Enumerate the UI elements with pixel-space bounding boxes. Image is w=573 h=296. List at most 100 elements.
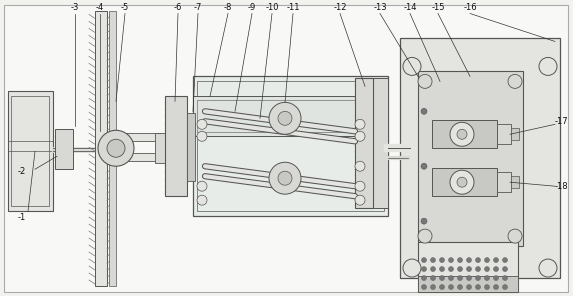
Circle shape [449,258,453,263]
Bar [418,71,523,246]
Bar [355,78,373,208]
Text: -5: -5 [121,2,129,12]
Text: -2: -2 [18,167,26,176]
Text: -16: -16 [463,2,477,12]
Bar [109,11,116,286]
Bar [418,242,518,292]
Text: -4: -4 [96,2,104,12]
Bar [400,38,560,278]
Circle shape [466,284,472,289]
Circle shape [355,119,365,129]
Bar [116,153,161,161]
Text: -18: -18 [555,182,568,191]
Circle shape [430,258,435,263]
Bar [193,96,388,136]
Text: -10: -10 [265,2,278,12]
Bar [95,11,107,286]
Bar [197,81,384,211]
Circle shape [503,258,508,263]
Circle shape [503,267,508,271]
Circle shape [466,276,472,281]
Circle shape [98,130,134,166]
Bar [432,168,497,196]
Circle shape [278,111,292,125]
Circle shape [422,284,426,289]
Circle shape [508,74,522,89]
Circle shape [197,131,207,141]
Circle shape [508,229,522,243]
Circle shape [422,276,426,281]
Circle shape [430,267,435,271]
Bar [511,176,519,188]
Circle shape [493,284,499,289]
Bar [193,76,388,216]
Circle shape [503,276,508,281]
Text: -13: -13 [373,2,387,12]
Bar [432,120,497,148]
Circle shape [197,181,207,191]
Text: -7: -7 [194,2,202,12]
Circle shape [457,267,462,271]
Circle shape [403,57,421,75]
Circle shape [466,258,472,263]
Circle shape [355,161,365,171]
Circle shape [269,102,301,134]
Bar [8,91,53,211]
Circle shape [485,258,489,263]
Bar [55,129,73,169]
Circle shape [355,131,365,141]
Bar [511,128,519,140]
Circle shape [422,267,426,271]
Circle shape [418,229,432,243]
Circle shape [503,284,508,289]
Circle shape [476,284,481,289]
Text: -15: -15 [431,2,445,12]
Circle shape [476,267,481,271]
Circle shape [439,258,445,263]
Text: -14: -14 [403,2,417,12]
Circle shape [355,195,365,205]
Bar [197,100,384,132]
Circle shape [449,276,453,281]
Circle shape [466,267,472,271]
Circle shape [485,276,489,281]
Bar [155,133,165,163]
Bar [165,96,187,196]
Circle shape [457,258,462,263]
Circle shape [457,276,462,281]
Circle shape [539,57,557,75]
Circle shape [430,284,435,289]
Circle shape [493,258,499,263]
Circle shape [485,284,489,289]
Circle shape [493,276,499,281]
Circle shape [421,163,427,169]
Bar [11,96,49,206]
Circle shape [449,284,453,289]
Text: -3: -3 [71,2,79,12]
Text: -17: -17 [555,117,568,126]
Circle shape [476,276,481,281]
Bar [418,276,518,292]
Text: -8: -8 [224,2,232,12]
Circle shape [539,259,557,277]
Bar [368,78,388,208]
Circle shape [439,284,445,289]
Circle shape [457,129,467,139]
Circle shape [355,181,365,191]
Circle shape [457,284,462,289]
Circle shape [421,218,427,224]
Circle shape [278,171,292,185]
Circle shape [449,267,453,271]
Circle shape [107,139,125,157]
Circle shape [457,177,467,187]
Bar [187,113,195,181]
Bar [497,172,511,192]
Circle shape [422,258,426,263]
Circle shape [439,267,445,271]
Bar [497,124,511,144]
Text: -9: -9 [248,2,256,12]
Circle shape [421,108,427,114]
Circle shape [418,74,432,89]
Circle shape [197,119,207,129]
Text: -12: -12 [333,2,347,12]
